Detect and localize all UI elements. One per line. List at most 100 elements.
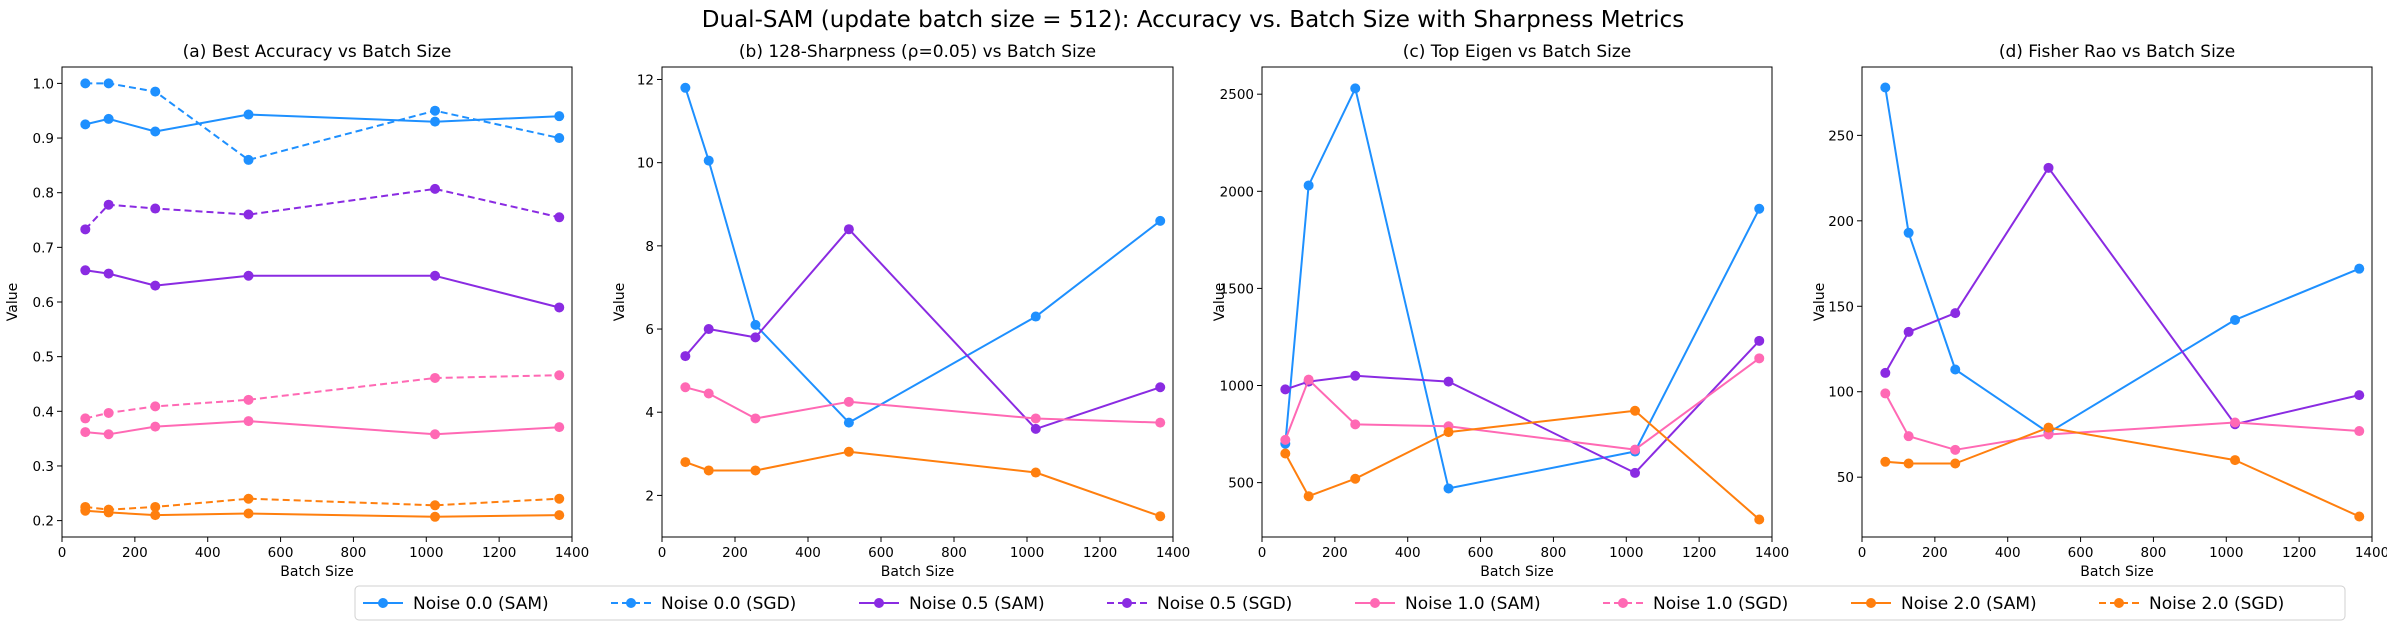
data-point bbox=[1630, 444, 1641, 455]
data-point bbox=[554, 493, 565, 504]
data-point bbox=[2354, 263, 2365, 274]
data-point bbox=[80, 427, 91, 438]
series-noise-1-0-sgd bbox=[80, 370, 565, 424]
x-tick-label: 400 bbox=[795, 545, 821, 561]
y-tick-label: 1000 bbox=[1220, 379, 1254, 395]
legend-entry-noise-0-0-sgd: Noise 0.0 (SGD) bbox=[611, 594, 796, 614]
legend: Noise 0.0 (SAM) Noise 0.0 (SGD) Noise 0.5 … bbox=[354, 585, 2346, 621]
x-axis-label: Batch Size bbox=[2080, 564, 2153, 580]
data-point bbox=[430, 270, 441, 281]
y-axis-label: Value bbox=[5, 283, 21, 321]
x-tick-label: 600 bbox=[1468, 545, 1494, 561]
legend-label: Noise 0.0 (SGD) bbox=[661, 594, 796, 614]
series-line bbox=[1885, 426, 2360, 518]
data-point bbox=[843, 396, 854, 407]
data-point bbox=[1950, 444, 1961, 455]
data-point bbox=[750, 413, 761, 424]
x-tick-label: 800 bbox=[341, 545, 367, 561]
data-point bbox=[1030, 311, 1041, 322]
data-point bbox=[430, 500, 441, 511]
legend-label: Noise 1.0 (SAM) bbox=[1405, 594, 1541, 614]
data-point bbox=[2354, 390, 2365, 401]
legend-label: Noise 0.0 (SAM) bbox=[413, 594, 549, 614]
y-tick-label: 0.8 bbox=[33, 186, 54, 202]
data-point bbox=[703, 155, 714, 166]
data-point bbox=[1155, 382, 1166, 393]
series-noise-1-0-sam bbox=[680, 382, 1166, 428]
series-line bbox=[684, 228, 1161, 430]
x-tick-label: 0 bbox=[1858, 545, 1867, 561]
data-point bbox=[1280, 384, 1291, 395]
x-tick-label: 1000 bbox=[1609, 545, 1643, 561]
x-tick-label: 0 bbox=[658, 545, 667, 561]
x-tick-label: 1200 bbox=[1682, 545, 1716, 561]
data-point bbox=[2043, 162, 2054, 173]
data-point bbox=[1754, 514, 1765, 525]
data-point bbox=[1443, 376, 1454, 387]
y-tick-label: 6 bbox=[645, 322, 654, 338]
data-point bbox=[80, 413, 91, 424]
legend-label: Noise 0.5 (SAM) bbox=[909, 594, 1045, 614]
panel-title: (b) 128-Sharpness (ρ=0.05) vs Batch Size bbox=[739, 42, 1096, 62]
x-tick-label: 200 bbox=[1322, 545, 1348, 561]
x-tick-label: 1200 bbox=[2282, 545, 2316, 561]
legend-marker bbox=[2114, 598, 2124, 608]
series-noise-0-0-sam bbox=[680, 82, 1166, 428]
x-tick-label: 600 bbox=[2068, 545, 2094, 561]
x-tick-label: 600 bbox=[268, 545, 294, 561]
data-point bbox=[1880, 367, 1891, 378]
y-tick-label: 0.6 bbox=[33, 295, 54, 311]
data-point bbox=[2043, 429, 2054, 440]
data-point bbox=[1903, 431, 1914, 442]
legend-marker bbox=[626, 598, 636, 608]
data-point bbox=[1030, 423, 1041, 434]
x-tick-label: 1000 bbox=[2209, 545, 2243, 561]
data-point bbox=[243, 154, 254, 165]
data-point bbox=[150, 401, 161, 412]
data-point bbox=[1903, 227, 1914, 238]
data-point bbox=[150, 126, 161, 137]
series-noise-2-0-sgd bbox=[80, 493, 565, 515]
data-point bbox=[103, 199, 114, 210]
data-point bbox=[243, 109, 254, 120]
data-point bbox=[1350, 419, 1361, 430]
data-point bbox=[150, 280, 161, 291]
y-tick-label: 1500 bbox=[1220, 281, 1254, 297]
data-point bbox=[1754, 353, 1765, 364]
y-tick-label: 0.2 bbox=[33, 514, 54, 530]
y-tick-label: 150 bbox=[1828, 299, 1854, 315]
series-line bbox=[1284, 357, 1760, 451]
data-point bbox=[1350, 370, 1361, 381]
series-line bbox=[1884, 166, 2360, 426]
series-noise-2-0-sam bbox=[680, 446, 1166, 522]
series-noise-0-0-sam bbox=[1280, 83, 1765, 494]
axes-frame bbox=[61, 66, 573, 538]
data-point bbox=[680, 382, 691, 393]
series-noise-2-0-sam bbox=[1880, 422, 2365, 522]
y-tick-label: 50 bbox=[1837, 470, 1854, 486]
data-point bbox=[80, 78, 91, 89]
data-point bbox=[843, 446, 854, 457]
data-point bbox=[1630, 467, 1641, 478]
data-point bbox=[243, 508, 254, 519]
legend-marker bbox=[378, 598, 388, 608]
series-line bbox=[85, 374, 560, 420]
data-point bbox=[1903, 458, 1914, 469]
series-noise-0-5-sam bbox=[80, 265, 565, 313]
data-point bbox=[430, 511, 441, 522]
series-line bbox=[84, 187, 560, 230]
legend-entry-noise-0-5-sam: Noise 0.5 (SAM) bbox=[859, 594, 1045, 614]
data-point bbox=[103, 429, 114, 440]
series-line bbox=[685, 450, 1161, 518]
series-line bbox=[1884, 87, 2360, 434]
figure-title: Dual-SAM (update batch size = 512): Accu… bbox=[702, 7, 1684, 33]
data-point bbox=[80, 224, 91, 235]
y-tick-label: 500 bbox=[1228, 476, 1254, 492]
data-point bbox=[1443, 483, 1454, 494]
panel-title: (a) Best Accuracy vs Batch Size bbox=[183, 42, 452, 62]
series-noise-1-0-sam bbox=[1880, 388, 2365, 455]
data-point bbox=[1350, 473, 1361, 484]
data-point bbox=[103, 407, 114, 418]
data-point bbox=[554, 212, 565, 223]
x-tick-label: 1000 bbox=[1010, 545, 1044, 561]
